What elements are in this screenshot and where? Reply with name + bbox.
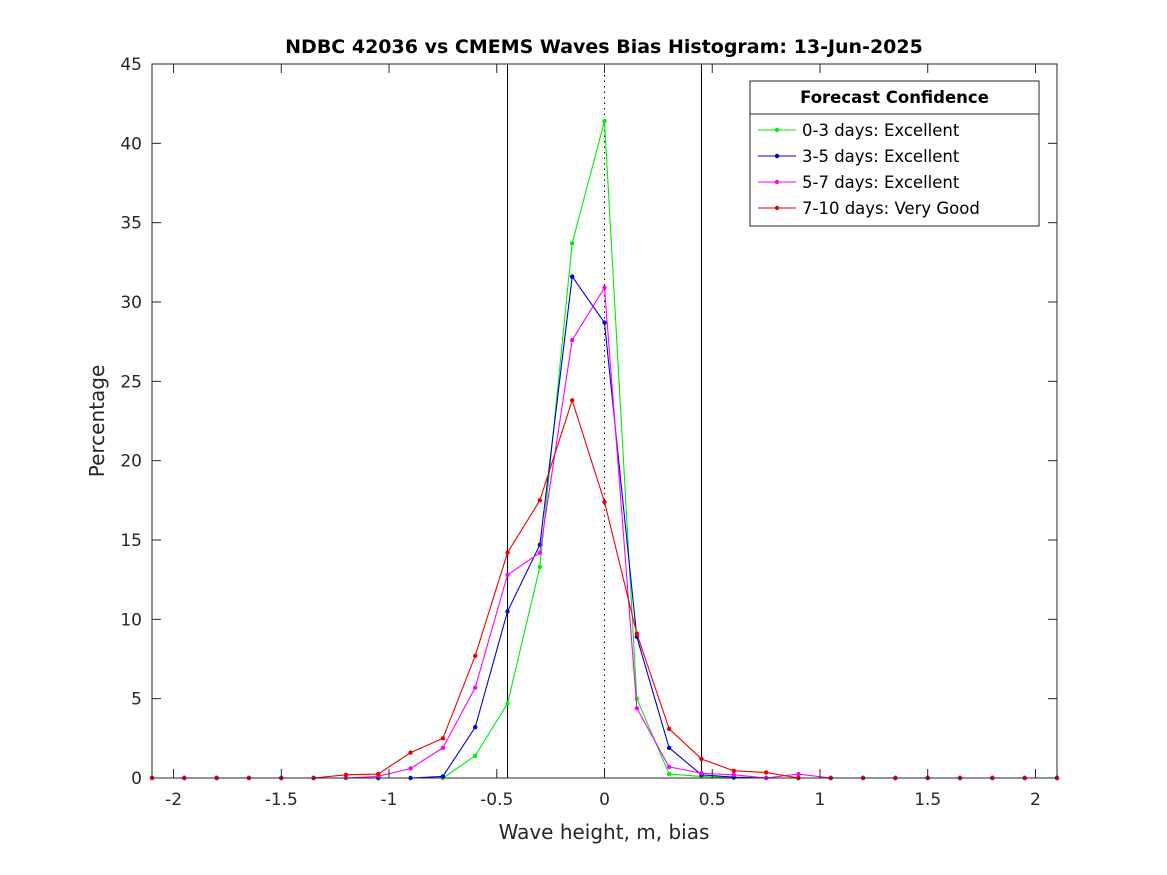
data-point: [569, 241, 575, 246]
x-axis-label: Wave height, m, bias: [499, 820, 710, 844]
x-tick-label: 1.5: [914, 790, 941, 810]
legend-entries: 0-3 days: Excellent 3-5 days: Excellent 5-…: [758, 121, 980, 218]
legend-entry: 7-10 days: Very Good: [758, 199, 980, 218]
data-point: [731, 772, 736, 778]
y-tick-label: 25: [120, 372, 142, 392]
y-tick-label: 30: [120, 293, 142, 313]
data-point: [537, 550, 543, 555]
data-point: [763, 770, 769, 775]
legend-swatch-marker: [774, 205, 780, 211]
y-tick-label: 15: [120, 531, 142, 551]
data-point: [602, 320, 607, 325]
y-tick-label: 5: [131, 690, 142, 710]
legend-entry: 5-7 days: Excellent: [758, 173, 960, 192]
y-tick-label: 10: [120, 610, 142, 630]
data-point: [666, 764, 672, 770]
data-point: [569, 337, 575, 343]
data-point: [440, 736, 446, 741]
y-tick-label: 45: [120, 55, 142, 75]
data-point: [666, 726, 672, 732]
data-point: [505, 550, 510, 555]
legend-swatch-marker: [774, 127, 780, 133]
data-point: [537, 564, 543, 570]
data-point: [505, 572, 510, 578]
legend-label: 5-7 days: Excellent: [802, 173, 960, 192]
x-tick-label: -1.5: [265, 790, 298, 810]
axis-ticks: [152, 63, 1057, 779]
legend-swatch-marker: [774, 153, 780, 159]
data-point: [699, 756, 704, 762]
data-point: [505, 701, 510, 706]
data-point: [634, 705, 640, 711]
data-point: [602, 499, 607, 505]
data-point: [537, 498, 543, 503]
data-point: [634, 631, 640, 636]
x-tick-label: -0.5: [480, 790, 513, 810]
data-point: [343, 772, 349, 778]
chart-title: NDBC 42036 vs CMEMS Waves Bias Histogram…: [285, 36, 923, 58]
legend: Forecast Confidence 0-3 days: Excellent 3…: [749, 80, 1040, 227]
x-tick-label: 0.5: [699, 790, 726, 810]
x-tick-label: -1: [381, 790, 398, 810]
y-axis-label: Percentage: [85, 365, 109, 478]
data-point: [699, 771, 704, 776]
data-point: [602, 118, 607, 124]
x-tick-labels: -2 -1.5 -1 -0.5 0 0.5 1 1.5 2: [165, 790, 1041, 810]
legend-entry: 3-5 days: Excellent: [758, 147, 960, 166]
legend-label: 7-10 days: Very Good: [802, 199, 980, 218]
legend-label: 0-3 days: Excellent: [802, 121, 960, 140]
data-point: [569, 398, 575, 403]
data-point: [505, 609, 510, 614]
data-point: [473, 753, 478, 758]
data-point: [796, 771, 801, 777]
y-tick-label: 35: [120, 214, 142, 234]
data-point: [569, 274, 575, 279]
x-tick-label: -2: [165, 790, 182, 810]
legend-box: [749, 80, 1040, 227]
data-point: [408, 766, 413, 771]
data-point: [473, 653, 478, 659]
data-point: [666, 771, 672, 777]
x-tick-label: 0: [599, 790, 610, 810]
data-point: [440, 745, 446, 751]
x-tick-label: 2: [1030, 790, 1041, 810]
y-tick-labels: 0 5 10 15 20 25 30 35 40 45: [120, 55, 142, 789]
data-point: [634, 696, 640, 701]
y-tick-label: 40: [120, 134, 142, 154]
reference-lines: [507, 64, 702, 778]
y-tick-label: 0: [131, 769, 142, 789]
data-point: [473, 685, 478, 690]
legend-title: Forecast Confidence: [800, 88, 989, 107]
y-tick-label: 20: [120, 452, 142, 472]
data-point: [731, 768, 736, 774]
data-point: [473, 725, 478, 730]
x-tick-label: 1: [815, 790, 826, 810]
legend-swatch-marker: [774, 179, 780, 185]
data-point: [602, 285, 607, 290]
legend-label: 3-5 days: Excellent: [802, 147, 960, 166]
legend-entry: 0-3 days: Excellent: [758, 121, 960, 140]
data-point: [376, 771, 381, 777]
data-point: [408, 750, 413, 755]
data-point: [666, 745, 672, 751]
